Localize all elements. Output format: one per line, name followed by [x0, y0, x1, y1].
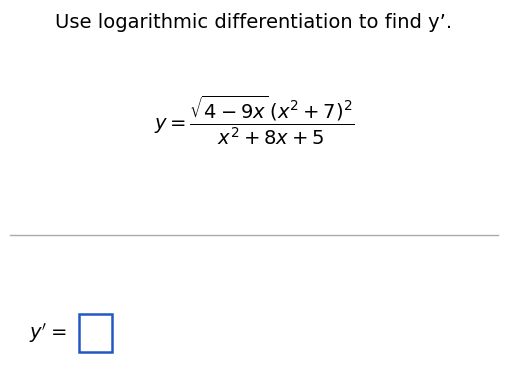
Text: $y' =$: $y' =$ — [28, 321, 66, 345]
Text: Use logarithmic differentiation to find y’.: Use logarithmic differentiation to find … — [55, 13, 453, 32]
FancyBboxPatch shape — [79, 314, 112, 352]
Text: $y = \dfrac{\sqrt{4-9x}\,\left(x^{2}+7\right)^{2}}{x^{2}+8x+5}$: $y = \dfrac{\sqrt{4-9x}\,\left(x^{2}+7\r… — [154, 94, 354, 147]
